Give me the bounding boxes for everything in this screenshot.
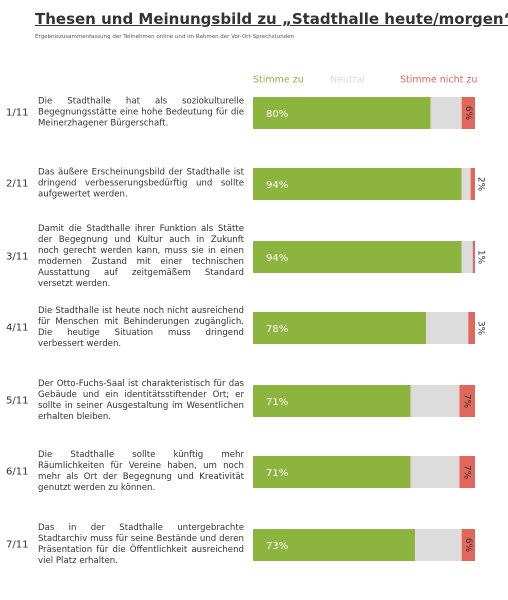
bar-segment (253, 97, 431, 129)
item-number: 1/11 (6, 107, 29, 119)
bar-segment (426, 312, 469, 344)
item-number: 5/11 (6, 395, 29, 407)
item-number: 7/11 (6, 539, 29, 551)
bar-segment (461, 241, 473, 273)
statement: Die Stadthalle hat als soziokulturelle B… (38, 96, 244, 129)
statement: Die Stadthalle sollte künftig mehr Räuml… (38, 450, 244, 493)
legend-label: Neutral (330, 75, 365, 86)
value-label: 7% (462, 394, 472, 409)
value-label: 80% (266, 109, 288, 120)
value-label: 6% (463, 106, 473, 121)
item-number: 3/11 (6, 251, 29, 263)
bar-segment (253, 529, 416, 561)
item-number: 6/11 (6, 466, 29, 478)
value-label: 71% (266, 397, 288, 408)
value-label: 78% (266, 324, 288, 335)
bar-segment (470, 168, 475, 200)
bar-segment (472, 241, 475, 273)
chart-subtitle: Ergebniszusammenfassung der Teilnehmen o… (35, 34, 295, 40)
bar-segment (461, 97, 475, 129)
value-label: 94% (266, 253, 288, 264)
statement: Der Otto-Fuchs-Saal ist charakteristisch… (38, 379, 244, 422)
value-label: 6% (463, 538, 473, 553)
statement: Damit die Stadthalle ihrer Funktion als … (38, 224, 244, 289)
bar-segment (461, 529, 475, 561)
bar-segment (253, 456, 411, 488)
item-number: 2/11 (6, 178, 29, 190)
bar-segment (459, 456, 475, 488)
value-label: 73% (266, 541, 288, 552)
statement: Das in der Stadthalle untergebrachte Sta… (38, 523, 244, 566)
chart-title: Thesen und Meinungsbild zu „Stadthalle h… (35, 10, 508, 28)
legend-label: Stimme zu (253, 75, 304, 86)
item-number: 4/11 (6, 322, 29, 334)
bar-segment (430, 97, 462, 129)
value-label: 7% (462, 465, 472, 480)
bar-segment (410, 385, 460, 417)
value-label: 2% (476, 177, 486, 192)
value-label: 71% (266, 468, 288, 479)
statement: Das äußere Erscheinungsbild der Stadthal… (38, 167, 244, 200)
bar-segment (253, 168, 462, 200)
bar-segment (410, 456, 460, 488)
legend-label: Stimme nicht zu (400, 75, 477, 86)
bar-segment (253, 385, 411, 417)
bar-segment (459, 385, 475, 417)
bar-segment (415, 529, 462, 561)
bar-segment (468, 312, 475, 344)
value-label: 1% (476, 250, 486, 265)
bar-segment (461, 168, 471, 200)
statement: Die Stadthalle ist heute noch nicht ausr… (38, 306, 244, 349)
bar-segment (253, 312, 427, 344)
bar-segment (253, 241, 462, 273)
value-label: 3% (476, 321, 486, 336)
value-label: 94% (266, 180, 288, 191)
